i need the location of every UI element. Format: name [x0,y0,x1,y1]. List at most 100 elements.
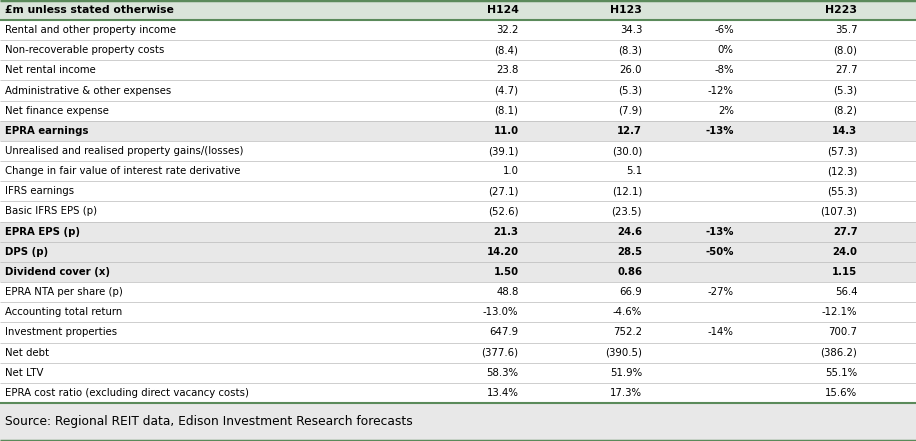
Text: -13.0%: -13.0% [483,307,518,317]
Text: (12.3): (12.3) [827,166,857,176]
Text: 1.15: 1.15 [832,267,857,277]
Text: 1.50: 1.50 [494,267,518,277]
Text: (39.1): (39.1) [488,146,518,156]
Text: 14.20: 14.20 [486,247,518,257]
Bar [0,363,916,383]
Text: 66.9: 66.9 [619,287,642,297]
Text: 24.6: 24.6 [617,227,642,237]
Text: EPRA EPS (p): EPRA EPS (p) [5,227,80,237]
Text: -27%: -27% [708,287,734,297]
Text: 55.1%: 55.1% [825,368,857,378]
Text: -4.6%: -4.6% [613,307,642,317]
Text: 48.8: 48.8 [496,287,518,297]
Text: IFRS earnings: IFRS earnings [5,187,73,196]
Bar [0,60,916,80]
Text: (8.4): (8.4) [495,45,518,55]
Text: Unrealised and realised property gains/(losses): Unrealised and realised property gains/(… [5,146,243,156]
Text: -6%: -6% [714,25,734,35]
Text: Basic IFRS EPS (p): Basic IFRS EPS (p) [5,206,97,217]
Bar [0,282,916,302]
Text: 2%: 2% [718,106,734,116]
Bar [0,322,916,343]
Text: 647.9: 647.9 [489,328,518,337]
Text: 17.3%: 17.3% [610,388,642,398]
Text: (57.3): (57.3) [827,146,857,156]
Text: 32.2: 32.2 [496,25,518,35]
Text: 27.7: 27.7 [834,65,857,75]
Text: (12.1): (12.1) [612,187,642,196]
Text: (390.5): (390.5) [605,348,642,358]
Bar [0,202,916,221]
Text: -50%: -50% [705,247,734,257]
Text: 24.0: 24.0 [833,247,857,257]
Text: (386.2): (386.2) [821,348,857,358]
Text: H223: H223 [825,5,857,15]
Text: (8.1): (8.1) [495,106,518,116]
Text: 14.3: 14.3 [833,126,857,136]
Text: Non-recoverable property costs: Non-recoverable property costs [5,45,164,55]
Text: (55.3): (55.3) [827,187,857,196]
Text: Administrative & other expenses: Administrative & other expenses [5,86,170,96]
Text: Net LTV: Net LTV [5,368,43,378]
Text: Rental and other property income: Rental and other property income [5,25,176,35]
Text: Net finance expense: Net finance expense [5,106,108,116]
Text: -12%: -12% [708,86,734,96]
Text: (27.1): (27.1) [488,187,518,196]
Text: Source: Regional REIT data, Edison Investment Research forecasts: Source: Regional REIT data, Edison Inves… [5,415,412,429]
Text: 1.0: 1.0 [503,166,518,176]
Text: Accounting total return: Accounting total return [5,307,122,317]
Text: 11.0: 11.0 [494,126,518,136]
Bar [0,20,916,40]
Text: -8%: -8% [714,65,734,75]
Text: (5.3): (5.3) [834,86,857,96]
Text: (8.0): (8.0) [834,45,857,55]
Bar [0,121,916,141]
Bar [0,101,916,121]
Text: -13%: -13% [705,227,734,237]
Text: (23.5): (23.5) [612,206,642,217]
Text: (8.3): (8.3) [618,45,642,55]
Text: £m unless stated otherwise: £m unless stated otherwise [5,5,173,15]
Text: 700.7: 700.7 [828,328,857,337]
Bar [0,161,916,181]
Text: H123: H123 [610,5,642,15]
Text: EPRA cost ratio (excluding direct vacancy costs): EPRA cost ratio (excluding direct vacanc… [5,388,248,398]
Text: 27.7: 27.7 [833,227,857,237]
Text: (8.2): (8.2) [834,106,857,116]
Text: 34.3: 34.3 [620,25,642,35]
Text: (107.3): (107.3) [821,206,857,217]
Bar [0,181,916,202]
Text: (52.6): (52.6) [488,206,518,217]
Text: 12.7: 12.7 [617,126,642,136]
Text: 21.3: 21.3 [494,227,518,237]
Text: EPRA NTA per share (p): EPRA NTA per share (p) [5,287,123,297]
Bar [0,221,916,242]
Text: 56.4: 56.4 [834,287,857,297]
Bar [0,0,916,20]
Text: 5.1: 5.1 [626,166,642,176]
Text: 26.0: 26.0 [619,65,642,75]
Bar [0,302,916,322]
Text: (30.0): (30.0) [612,146,642,156]
Text: (377.6): (377.6) [481,348,518,358]
Bar [0,262,916,282]
Text: EPRA earnings: EPRA earnings [5,126,88,136]
Text: 13.4%: 13.4% [486,388,518,398]
Bar [0,383,916,403]
Text: Dividend cover (x): Dividend cover (x) [5,267,110,277]
Bar [0,40,916,60]
Bar [0,343,916,363]
Text: Change in fair value of interest rate derivative: Change in fair value of interest rate de… [5,166,240,176]
Text: (5.3): (5.3) [618,86,642,96]
Text: -14%: -14% [708,328,734,337]
Bar [0,141,916,161]
Text: 23.8: 23.8 [496,65,518,75]
Text: 58.3%: 58.3% [486,368,518,378]
Text: DPS (p): DPS (p) [5,247,48,257]
Text: Net debt: Net debt [5,348,49,358]
Text: -13%: -13% [705,126,734,136]
Text: 28.5: 28.5 [617,247,642,257]
Text: 35.7: 35.7 [834,25,857,35]
Text: (4.7): (4.7) [495,86,518,96]
Text: 51.9%: 51.9% [610,368,642,378]
